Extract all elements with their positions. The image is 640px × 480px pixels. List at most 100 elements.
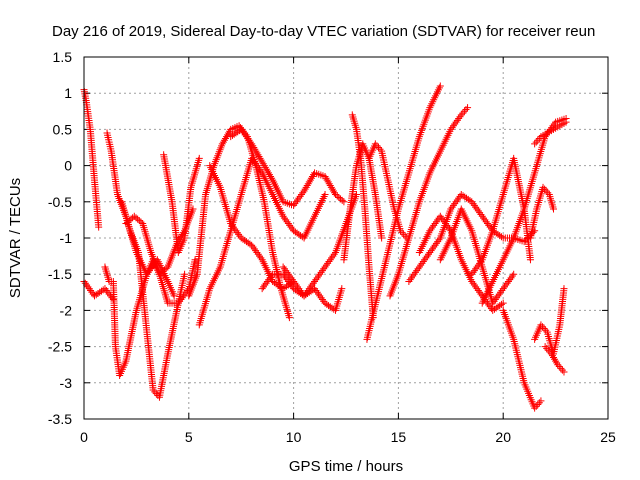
data-point	[338, 285, 346, 293]
data-point	[267, 172, 275, 180]
data-point	[225, 129, 233, 137]
data-point	[469, 279, 477, 287]
data-point	[552, 357, 560, 365]
data-point	[456, 192, 464, 200]
data-point	[541, 185, 549, 193]
data-point	[468, 198, 476, 206]
data-point	[249, 156, 257, 164]
data-point	[316, 270, 324, 278]
series-track-26	[531, 118, 570, 148]
data-point	[497, 233, 505, 241]
data-point	[557, 364, 565, 372]
data-point	[415, 263, 423, 271]
data-point	[499, 285, 507, 293]
data-point	[396, 227, 404, 235]
data-point	[333, 192, 341, 200]
series-track-16	[363, 82, 444, 343]
data-point	[321, 263, 329, 271]
data-point	[376, 145, 384, 153]
data-point	[534, 401, 542, 409]
data-point	[474, 286, 482, 294]
data-point	[152, 390, 160, 398]
data-point	[494, 292, 502, 300]
data-point	[254, 163, 262, 171]
data-point	[284, 270, 292, 278]
data-point	[408, 274, 415, 282]
data-point	[254, 250, 262, 258]
data-point	[457, 111, 465, 119]
data-point	[473, 263, 481, 271]
data-point	[451, 120, 459, 128]
data-point	[312, 286, 320, 294]
data-point	[99, 286, 107, 294]
data-point	[378, 234, 386, 242]
data-point	[324, 178, 332, 186]
data-point	[250, 144, 258, 151]
data-point	[258, 158, 266, 166]
data-point	[555, 363, 563, 371]
data-point	[469, 268, 477, 276]
data-point	[398, 229, 406, 237]
data-point	[476, 209, 484, 217]
data-point	[504, 277, 512, 285]
data-point	[472, 265, 480, 273]
data-point	[439, 216, 447, 224]
data-point	[539, 323, 546, 331]
y-tick-labels: -3.5 -3 -2.5 -2 -1.5 -1 -0.5 0 0.5 1 1.5	[48, 49, 72, 427]
series-track-5	[118, 198, 189, 401]
data-point	[244, 134, 252, 142]
data-point	[263, 277, 271, 285]
data-point	[400, 230, 408, 238]
data-point	[296, 286, 304, 294]
data-point	[260, 162, 268, 170]
data-point	[426, 227, 434, 235]
data-point	[430, 243, 438, 251]
data-point	[497, 300, 505, 308]
data-point	[237, 124, 245, 132]
data-point	[218, 140, 226, 148]
data-point	[252, 147, 260, 155]
data-point	[483, 220, 491, 228]
data-point	[317, 294, 325, 302]
data-point	[447, 125, 455, 133]
data-point	[455, 194, 463, 202]
data-point	[455, 115, 463, 123]
data-point	[181, 270, 189, 278]
data-point	[127, 215, 135, 223]
data-point	[434, 238, 442, 246]
data-point	[228, 221, 236, 229]
data-point	[480, 214, 488, 222]
data-point	[279, 212, 287, 220]
data-point	[259, 283, 267, 291]
data-point	[432, 239, 440, 247]
data-point	[251, 145, 259, 153]
data-point	[421, 256, 429, 264]
data-point	[239, 127, 247, 135]
data-point	[473, 285, 481, 293]
data-point	[135, 217, 143, 225]
data-point	[329, 252, 337, 260]
data-point	[290, 201, 298, 209]
data-point	[236, 232, 244, 240]
data-point	[311, 285, 319, 293]
data-point	[486, 303, 494, 311]
data-point	[485, 301, 493, 309]
data-point	[242, 133, 250, 141]
data-point	[233, 229, 241, 237]
data-point	[560, 368, 568, 376]
data-point	[409, 272, 417, 280]
data-point	[510, 270, 518, 278]
data-point	[442, 220, 450, 228]
chart-title: Day 216 of 2019, Sidereal Day-to-day VTE…	[52, 23, 595, 40]
data-point	[220, 136, 228, 144]
data-point	[261, 281, 269, 289]
data-point	[560, 285, 568, 293]
data-point	[291, 279, 299, 287]
data-point	[283, 218, 291, 226]
data-point	[249, 142, 257, 150]
data-point	[313, 288, 321, 296]
data-point	[440, 218, 448, 226]
data-point	[318, 296, 326, 304]
data-point	[373, 142, 381, 150]
